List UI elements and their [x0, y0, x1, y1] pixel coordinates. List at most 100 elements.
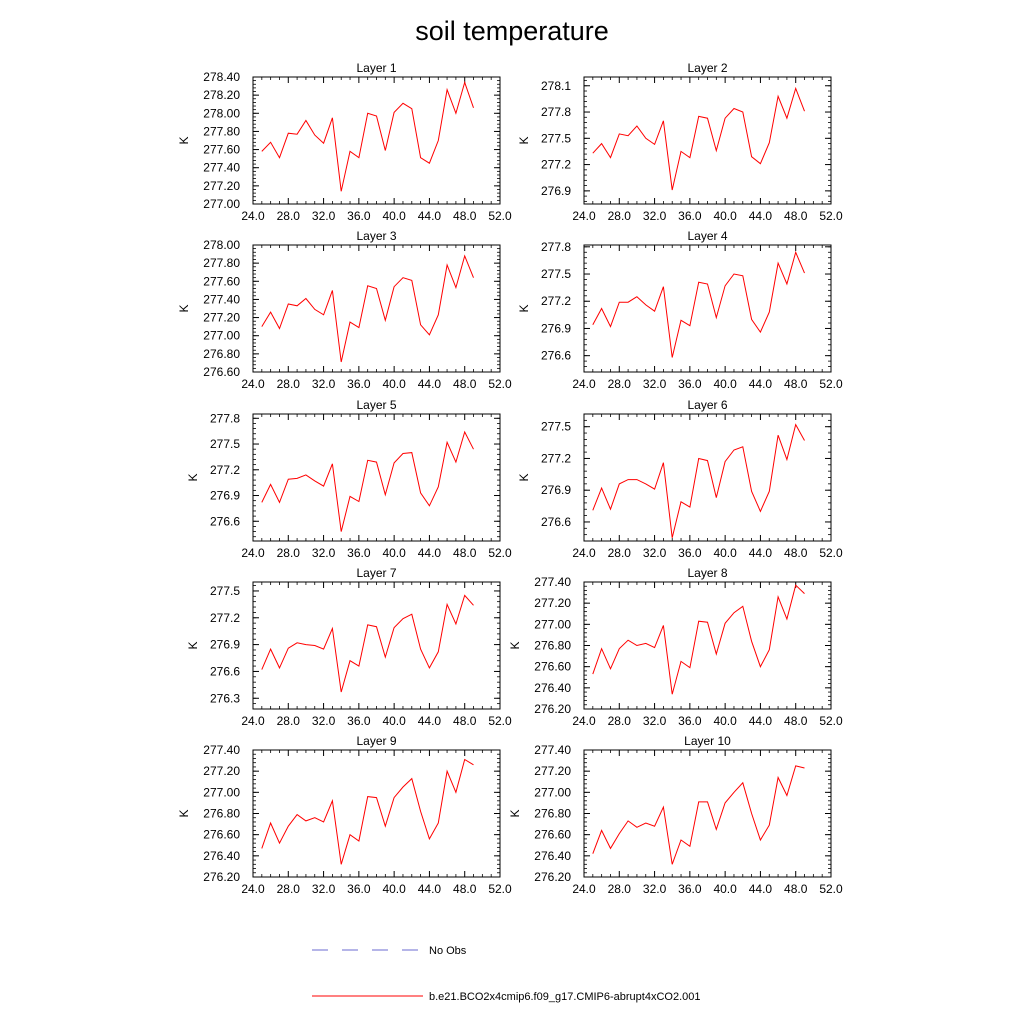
- panel-title: Layer 10: [684, 734, 731, 748]
- y-tick-label: 276.60: [534, 660, 571, 674]
- y-tick-label: 277.5: [541, 131, 571, 145]
- x-tick-label: 24.0: [241, 377, 265, 391]
- x-tick-label: 28.0: [608, 377, 632, 391]
- x-tick-label: 52.0: [819, 209, 843, 223]
- panel-9: Layer 9 24.0 28.0 32.0 36.0 40.0 44.0 48.0 52.0 2…: [177, 734, 512, 896]
- y-tick-label: 276.80: [203, 347, 240, 361]
- chart-title: soil temperature: [415, 16, 609, 46]
- panel-title: Layer 4: [687, 229, 727, 243]
- x-tick-label: 36.0: [347, 882, 371, 896]
- x-tick-label: 44.0: [418, 882, 442, 896]
- x-tick-label: 28.0: [277, 546, 301, 560]
- x-tick-label: 44.0: [749, 714, 773, 728]
- y-tick-label: 277.00: [203, 197, 240, 211]
- y-tick-label: 277.00: [534, 617, 571, 631]
- x-tick-label: 24.0: [572, 377, 596, 391]
- y-tick-label: 276.40: [534, 849, 571, 863]
- x-tick-label: 48.0: [453, 209, 477, 223]
- y-tick-label: 276.6: [541, 515, 571, 529]
- x-tick-label: 48.0: [453, 882, 477, 896]
- y-tick-label: 277.20: [203, 764, 240, 778]
- y-tick-label: 276.20: [534, 870, 571, 884]
- y-tick-label: 276.9: [210, 489, 240, 503]
- y-tick-label: 276.40: [534, 681, 571, 695]
- x-tick-label: 52.0: [488, 546, 512, 560]
- x-tick-label: 36.0: [347, 377, 371, 391]
- x-tick-label: 48.0: [453, 546, 477, 560]
- y-tick-label: 278.00: [203, 106, 240, 120]
- x-tick-label: 48.0: [784, 882, 808, 896]
- panel-3: Layer 3 24.0 28.0 32.0 36.0 40.0 44.0 48.0 52.0 2…: [177, 229, 512, 391]
- y-tick-label: 277.20: [203, 311, 240, 325]
- x-tick-label: 40.0: [382, 377, 406, 391]
- y-axis-label: K: [517, 136, 531, 144]
- y-tick-label: 277.5: [210, 437, 240, 451]
- x-tick-label: 52.0: [488, 714, 512, 728]
- y-tick-label: 277.40: [203, 743, 240, 757]
- y-tick-label: 277.2: [210, 463, 240, 477]
- panel-7: Layer 7 24.0 28.0 32.0 36.0 40.0 44.0 48.0 52.0 2…: [186, 566, 512, 728]
- y-tick-label: 277.40: [534, 743, 571, 757]
- x-tick-label: 48.0: [784, 377, 808, 391]
- y-tick-label: 276.60: [203, 365, 240, 379]
- y-tick-label: 276.20: [534, 702, 571, 716]
- y-tick-label: 277.20: [534, 596, 571, 610]
- x-tick-label: 48.0: [453, 714, 477, 728]
- series-line: [592, 86, 805, 191]
- y-axis-label: K: [177, 809, 191, 817]
- y-tick-label: 276.80: [534, 807, 571, 821]
- series-line: [261, 80, 474, 192]
- y-tick-label: 278.1: [541, 79, 571, 93]
- panel-title: Layer 6: [687, 398, 727, 412]
- x-tick-label: 24.0: [572, 882, 596, 896]
- x-tick-label: 52.0: [488, 882, 512, 896]
- panel-title: Layer 3: [356, 229, 396, 243]
- x-tick-label: 40.0: [713, 714, 737, 728]
- y-tick-label: 276.9: [541, 483, 571, 497]
- x-tick-label: 36.0: [678, 209, 702, 223]
- x-tick-label: 52.0: [488, 377, 512, 391]
- y-tick-label: 276.6: [541, 349, 571, 363]
- x-tick-label: 40.0: [713, 377, 737, 391]
- x-tick-label: 40.0: [382, 546, 406, 560]
- y-axis-label: K: [508, 809, 522, 817]
- x-tick-label: 32.0: [643, 882, 667, 896]
- x-tick-label: 36.0: [678, 882, 702, 896]
- panel-2: Layer 2 24.0 28.0 32.0 36.0 40.0 44.0 48.0 52.0 2…: [517, 61, 843, 223]
- series-line: [261, 254, 474, 363]
- y-tick-label: 277.40: [203, 292, 240, 306]
- x-tick-label: 28.0: [277, 377, 301, 391]
- x-tick-label: 32.0: [312, 546, 336, 560]
- y-tick-label: 277.00: [203, 329, 240, 343]
- legend: No Obs b.e21.BCO2x4cmip6.f09_g17.CMIP6-ab…: [312, 945, 701, 1003]
- panel-6: Layer 6 24.0 28.0 32.0 36.0 40.0 44.0 48.0 52.0 2…: [517, 398, 843, 560]
- x-tick-label: 28.0: [608, 546, 632, 560]
- plot-frame: [583, 244, 832, 373]
- x-tick-label: 40.0: [713, 882, 737, 896]
- x-tick-label: 24.0: [241, 882, 265, 896]
- x-tick-label: 28.0: [277, 714, 301, 728]
- x-tick-label: 52.0: [819, 546, 843, 560]
- x-tick-label: 36.0: [347, 714, 371, 728]
- x-tick-label: 24.0: [572, 209, 596, 223]
- x-tick-label: 32.0: [643, 714, 667, 728]
- y-tick-label: 277.40: [534, 575, 571, 589]
- x-tick-label: 40.0: [382, 882, 406, 896]
- x-tick-label: 32.0: [312, 209, 336, 223]
- panel-title: Layer 1: [356, 61, 396, 75]
- y-tick-label: 276.60: [534, 828, 571, 842]
- x-tick-label: 40.0: [713, 546, 737, 560]
- y-axis-label: K: [177, 304, 191, 312]
- x-tick-label: 48.0: [784, 714, 808, 728]
- y-tick-label: 277.80: [203, 256, 240, 270]
- x-tick-label: 28.0: [608, 209, 632, 223]
- panel-4: Layer 4 24.0 28.0 32.0 36.0 40.0 44.0 48.0 52.0 2…: [517, 229, 843, 391]
- x-tick-label: 44.0: [418, 209, 442, 223]
- plot-frame: [583, 581, 832, 710]
- y-axis-label: K: [177, 136, 191, 144]
- x-tick-label: 24.0: [241, 209, 265, 223]
- panel-1: Layer 1 24.0 28.0 32.0 36.0 40.0 44.0 48.0 52.0 2…: [177, 61, 512, 223]
- y-tick-label: 277.2: [541, 294, 571, 308]
- y-tick-label: 276.9: [210, 638, 240, 652]
